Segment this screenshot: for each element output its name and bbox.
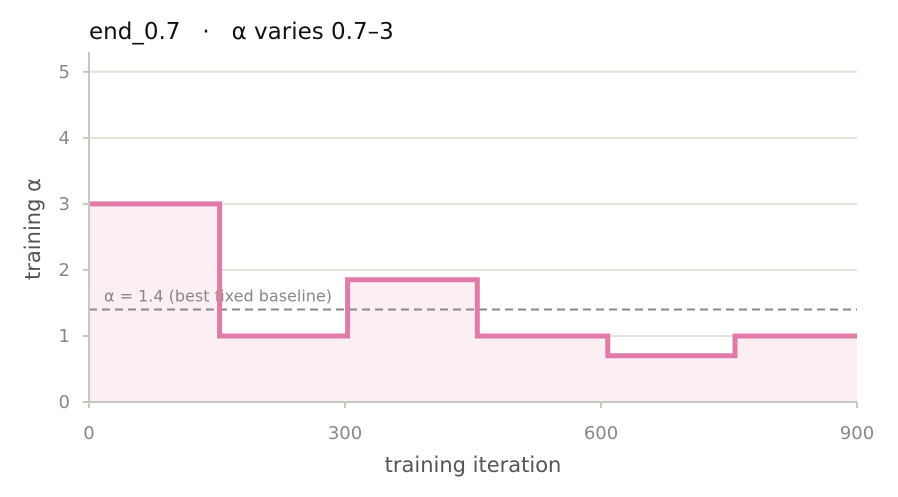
y-tick-label-2: 2 (59, 260, 70, 281)
x-tick-label-900: 900 (840, 423, 874, 444)
x-tick-label-600: 600 (584, 423, 618, 444)
axes (88, 52, 857, 403)
y-axis-label: training α (21, 178, 45, 280)
y-tick-label-5: 5 (59, 62, 70, 83)
y-tick-label-4: 4 (59, 128, 70, 149)
series-fill-0 (89, 203, 857, 402)
y-tick-label-0: 0 (59, 392, 70, 413)
x-tick-label-0: 0 (83, 423, 94, 444)
x-tick-label-300: 300 (328, 423, 362, 444)
y-tick-label-3: 3 (59, 194, 70, 215)
area-fill (89, 203, 857, 402)
x-axis-label: training iteration (385, 453, 562, 477)
tick-labels: 0 1 2 3 4 5 0 300 600 900 (59, 62, 875, 444)
y-tick-label-1: 1 (59, 326, 70, 347)
series-group (89, 201, 857, 359)
series-line-0 (89, 201, 857, 359)
chart-title: end_0.7 · α varies 0.7–3 (89, 19, 394, 45)
